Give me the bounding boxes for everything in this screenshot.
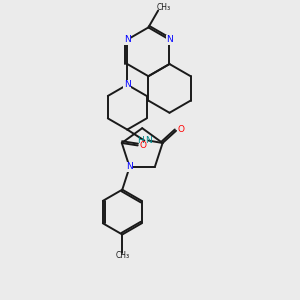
Text: CH₃: CH₃ bbox=[115, 251, 129, 260]
Text: CH₃: CH₃ bbox=[157, 4, 171, 13]
Text: H: H bbox=[137, 136, 143, 145]
Text: O: O bbox=[139, 141, 146, 150]
Text: N: N bbox=[124, 80, 130, 89]
Text: N: N bbox=[126, 163, 133, 172]
Text: N: N bbox=[124, 35, 130, 44]
Text: N: N bbox=[145, 136, 152, 145]
Text: N: N bbox=[166, 35, 173, 44]
Text: O: O bbox=[177, 125, 184, 134]
